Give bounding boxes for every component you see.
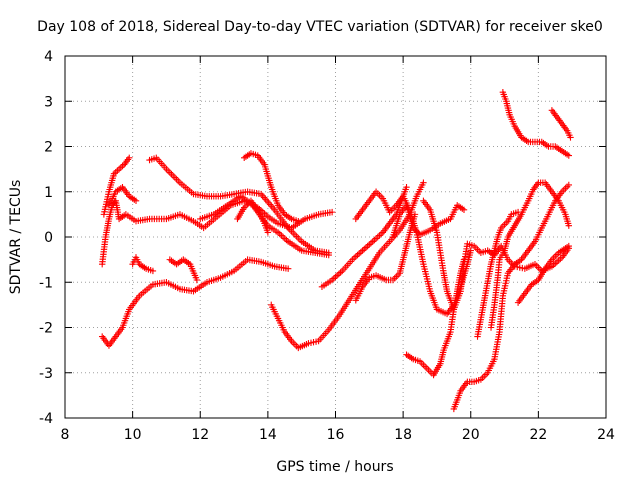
y-axis-label: SDTVAR / TECUs xyxy=(8,180,24,295)
y-tick-labels: -4 -3 -2 -1 0 1 2 3 4 xyxy=(39,49,53,427)
x-axis-label: GPS time / hours xyxy=(276,459,393,475)
series-arc-4 xyxy=(105,184,140,209)
data-point xyxy=(565,242,573,250)
series-arc-7 xyxy=(166,256,201,284)
series-arc-21 xyxy=(499,89,573,159)
data-point xyxy=(264,229,272,236)
data-point xyxy=(126,154,133,162)
data-point xyxy=(467,247,474,254)
series-arc-19 xyxy=(487,179,573,331)
plot-frame xyxy=(64,55,607,419)
data-point xyxy=(565,152,573,159)
y-tick-label: 1 xyxy=(44,185,53,201)
y-tick-label: 3 xyxy=(44,94,53,110)
y-tick-label: -4 xyxy=(39,411,53,427)
x-tick-label: 16 xyxy=(327,427,345,443)
data-point xyxy=(565,222,573,229)
series-arc-9 xyxy=(234,197,272,236)
data-point xyxy=(295,217,302,225)
series-arc-20 xyxy=(474,208,522,340)
series-arc-10 xyxy=(241,150,302,225)
series-arc-1 xyxy=(98,256,292,349)
x-tick-label: 8 xyxy=(61,427,70,443)
data-point xyxy=(460,206,468,214)
y-tick-label: 4 xyxy=(44,49,53,65)
x-tick-label: 24 xyxy=(597,427,615,443)
y-tick-label: -2 xyxy=(39,321,53,337)
data-point xyxy=(325,251,332,259)
x-tick-labels: 8 10 12 14 16 18 20 22 24 xyxy=(61,427,615,443)
data-point xyxy=(514,208,522,216)
x-tick-label: 14 xyxy=(259,427,277,443)
series-arc-17 xyxy=(420,197,573,313)
y-tick-label: -1 xyxy=(39,275,53,291)
x-tick-label: 20 xyxy=(462,427,480,443)
y-tick-label: -3 xyxy=(39,366,53,382)
y-tick-label: 0 xyxy=(44,230,53,246)
data-point xyxy=(565,181,573,189)
data-point xyxy=(193,276,201,284)
y-tick-label: 2 xyxy=(44,140,53,156)
data-point xyxy=(149,267,157,275)
data-point xyxy=(284,265,292,272)
data-point xyxy=(567,134,574,141)
data-point xyxy=(132,197,140,204)
x-tick-label: 18 xyxy=(394,427,412,443)
series-arc-22 xyxy=(548,107,574,141)
data-point xyxy=(328,208,336,216)
series-arc-23 xyxy=(514,242,573,306)
chart-title: Day 108 of 2018, Sidereal Day-to-day VTE… xyxy=(37,19,603,35)
series-arc-3 xyxy=(100,154,133,218)
data-point xyxy=(420,179,427,186)
data-point xyxy=(403,184,410,191)
x-tick-label: 22 xyxy=(529,427,547,443)
series-arc-5 xyxy=(129,254,157,275)
series-arc-18 xyxy=(450,181,573,413)
data-points xyxy=(98,89,574,413)
x-tick-label: 12 xyxy=(191,427,209,443)
series-arc-6 xyxy=(146,154,332,257)
x-tick-label: 10 xyxy=(124,427,142,443)
